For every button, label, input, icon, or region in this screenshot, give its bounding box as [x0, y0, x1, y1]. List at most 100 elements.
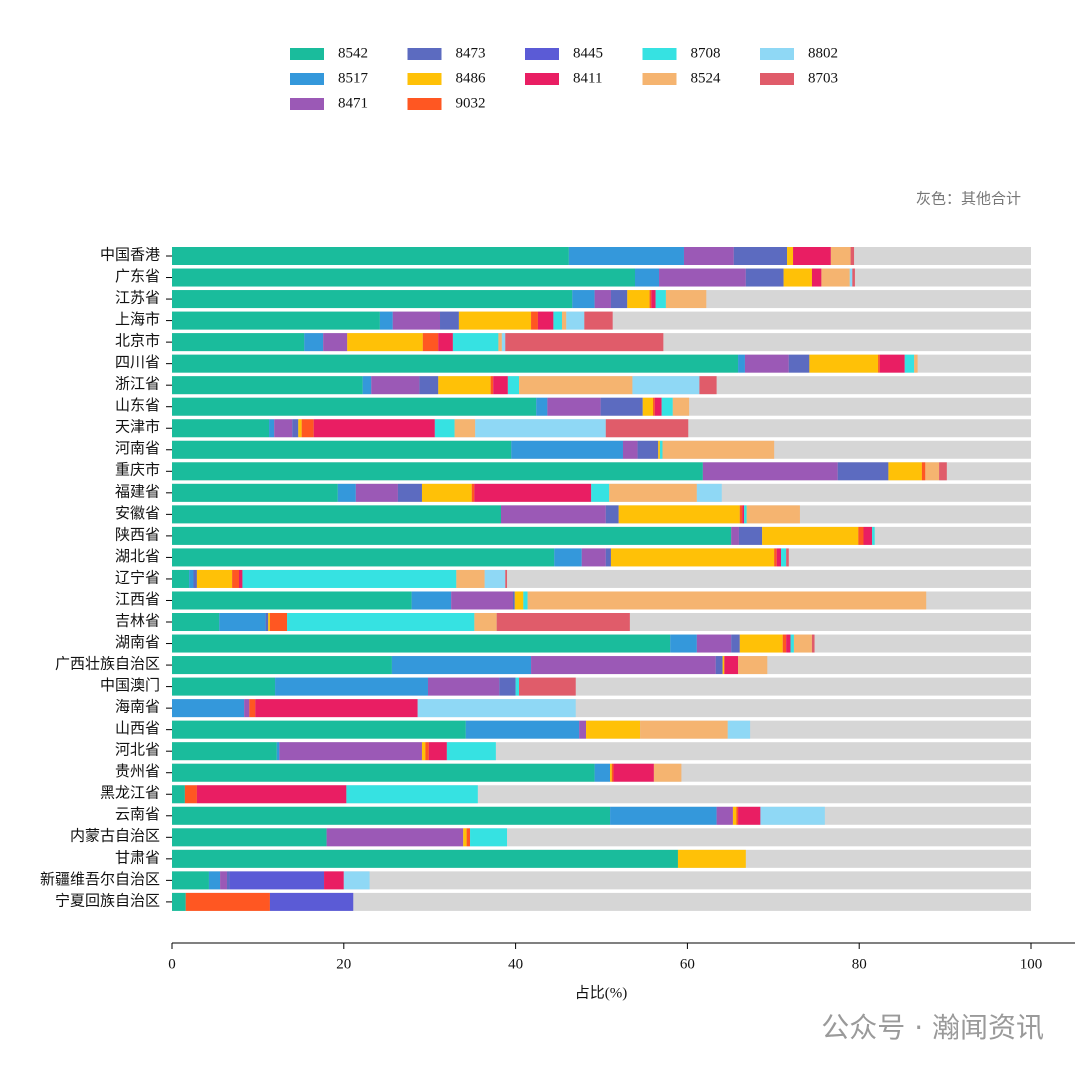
bar-segment	[463, 828, 467, 847]
bar-segment	[793, 247, 831, 265]
bar-segment	[220, 871, 227, 890]
bar-segment	[172, 871, 209, 890]
bar-segment	[172, 785, 185, 804]
bar-segment	[939, 462, 947, 481]
bar-segment	[471, 483, 475, 502]
bar-segment	[434, 419, 455, 438]
bar-segment	[172, 526, 732, 545]
y-tick-label: 山西省	[115, 720, 160, 737]
bar-segment	[762, 526, 859, 545]
bar-segment	[527, 591, 927, 610]
bar-segment	[568, 247, 684, 265]
bar-segment	[696, 483, 722, 502]
bar-segment	[392, 311, 441, 330]
bar-segment	[536, 397, 548, 416]
bar-segment	[428, 742, 447, 761]
bar-segment	[454, 419, 476, 438]
x-tick-label: 60	[680, 956, 695, 972]
bar-segment	[493, 376, 508, 395]
bar-segment	[782, 634, 787, 653]
y-tick-label: 河北省	[115, 742, 160, 759]
bar-segment	[172, 892, 186, 911]
y-tick-label: 江西省	[115, 591, 160, 608]
legend-swatch	[407, 48, 442, 60]
bar-segment	[275, 677, 428, 696]
bar-segment	[591, 483, 610, 502]
bar-segment	[609, 483, 697, 502]
bar-segment	[343, 871, 370, 890]
bar-segment	[232, 569, 240, 588]
y-tick-label: 宁夏回族自治区	[55, 892, 160, 909]
bar-segment	[622, 440, 638, 459]
bar-segment	[265, 613, 269, 632]
y-tick-label: 上海市	[115, 311, 160, 328]
x-tick-label: 100	[1020, 956, 1043, 972]
x-axis-label: 占比(%)	[575, 984, 628, 1001]
bar-segment	[537, 311, 554, 330]
bar-segment	[371, 376, 420, 395]
bar-segment	[269, 892, 354, 911]
bar-segment	[732, 806, 737, 825]
bar-segment	[458, 311, 532, 330]
bar-segment	[879, 354, 905, 373]
bar-segment	[172, 613, 220, 632]
bar-segment	[474, 613, 497, 632]
y-tick-label: 福建省	[115, 483, 160, 500]
bar-segment	[776, 548, 782, 567]
bar-segment	[523, 591, 528, 610]
bar-segment	[496, 613, 630, 632]
bar-segment	[649, 290, 652, 309]
bar-segment	[572, 290, 595, 309]
legend-swatch	[642, 73, 677, 85]
bar-segment	[658, 440, 660, 459]
y-tick-label: 天津市	[115, 419, 160, 436]
bar-segment	[610, 548, 775, 567]
bar-segment	[427, 677, 500, 696]
bar-segment	[925, 462, 940, 481]
bar-segment	[554, 548, 582, 567]
bar-segment	[811, 634, 815, 653]
bar-segment	[438, 333, 453, 352]
bar-segment	[172, 548, 555, 567]
bar-segment	[466, 828, 471, 847]
y-tick-label: 中国澳门	[100, 677, 160, 694]
bar-segment	[229, 871, 325, 890]
bar-segment	[500, 505, 606, 524]
bar-segment	[172, 333, 305, 352]
bar-segment	[465, 720, 580, 739]
bar-segment	[337, 483, 356, 502]
bar-segment	[670, 634, 697, 653]
bar-segment	[594, 763, 611, 782]
legend-swatch	[760, 73, 794, 85]
other-track	[172, 892, 1031, 911]
bar-segment	[738, 656, 768, 675]
bar-segment	[594, 290, 611, 309]
bar-segment	[324, 871, 344, 890]
bar-segment	[226, 871, 230, 890]
bar-segment	[172, 247, 569, 265]
bar-segment	[888, 462, 922, 481]
bar-segment	[850, 247, 855, 265]
bar-segment	[787, 247, 794, 265]
bar-segment	[208, 871, 221, 890]
bar-segment	[511, 440, 623, 459]
legend-label: 8703	[808, 70, 838, 86]
bar-segment	[172, 376, 363, 395]
y-tick-label: 中国香港	[100, 246, 160, 263]
bar-segment	[513, 591, 515, 610]
bar-segment	[172, 397, 537, 416]
bar-segment	[172, 268, 636, 287]
bar-segment	[172, 849, 678, 868]
legend-label: 8486	[456, 70, 487, 86]
bar-segment	[553, 311, 562, 330]
bar-segment	[515, 677, 520, 696]
bar-segment	[579, 720, 587, 739]
bar-segment	[830, 247, 851, 265]
bar-segment	[561, 311, 567, 330]
bar-segment	[618, 505, 740, 524]
bar-segment	[744, 505, 747, 524]
bar-segment	[914, 354, 918, 373]
legend-swatch	[760, 48, 794, 60]
bar-segment	[425, 742, 429, 761]
bar-segment	[724, 656, 739, 675]
